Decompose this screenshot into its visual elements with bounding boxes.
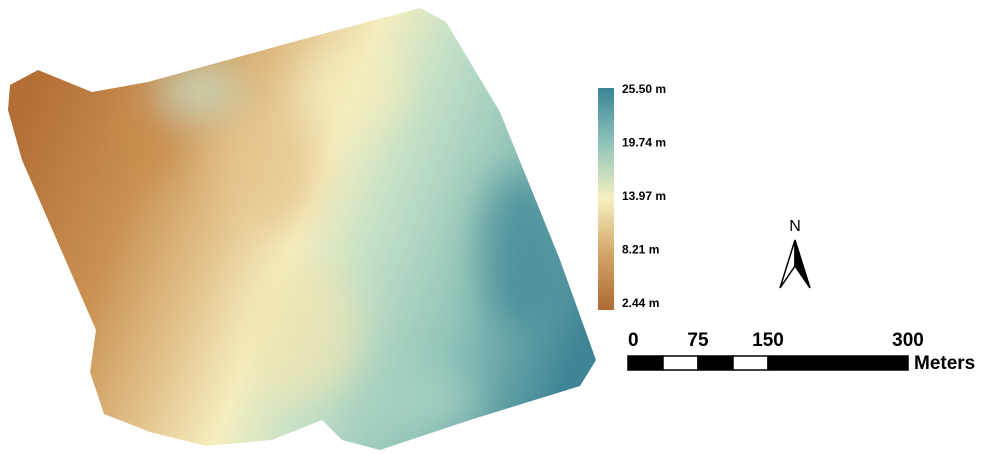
legend-label: 2.44 m [622,296,659,310]
north-label: N [789,218,801,235]
scale-tick-label: 0 [628,330,639,351]
elevation-raster [0,0,600,454]
map: 25.50 m 19.74 m 13.97 m 8.21 m 2.44 m N 0 75 1… [0,0,992,454]
scale-ticks: 0 75 150 300 [628,330,924,351]
north-arrow [780,240,810,288]
legend: 25.50 m 19.74 m 13.97 m 8.21 m 2.44 m [622,82,666,310]
legend-ramp [598,88,614,310]
scale-tick-label: 150 [752,330,784,351]
legend-label: 8.21 m [622,243,659,257]
legend-label: 25.50 m [622,82,666,96]
scale-tick-label: 75 [687,330,709,351]
scale-tick-label: 300 [892,330,924,351]
legend-label: 13.97 m [622,189,666,203]
scale-unit: Meters [914,353,975,374]
scale-bar [628,356,908,370]
legend-label: 19.74 m [622,136,666,150]
